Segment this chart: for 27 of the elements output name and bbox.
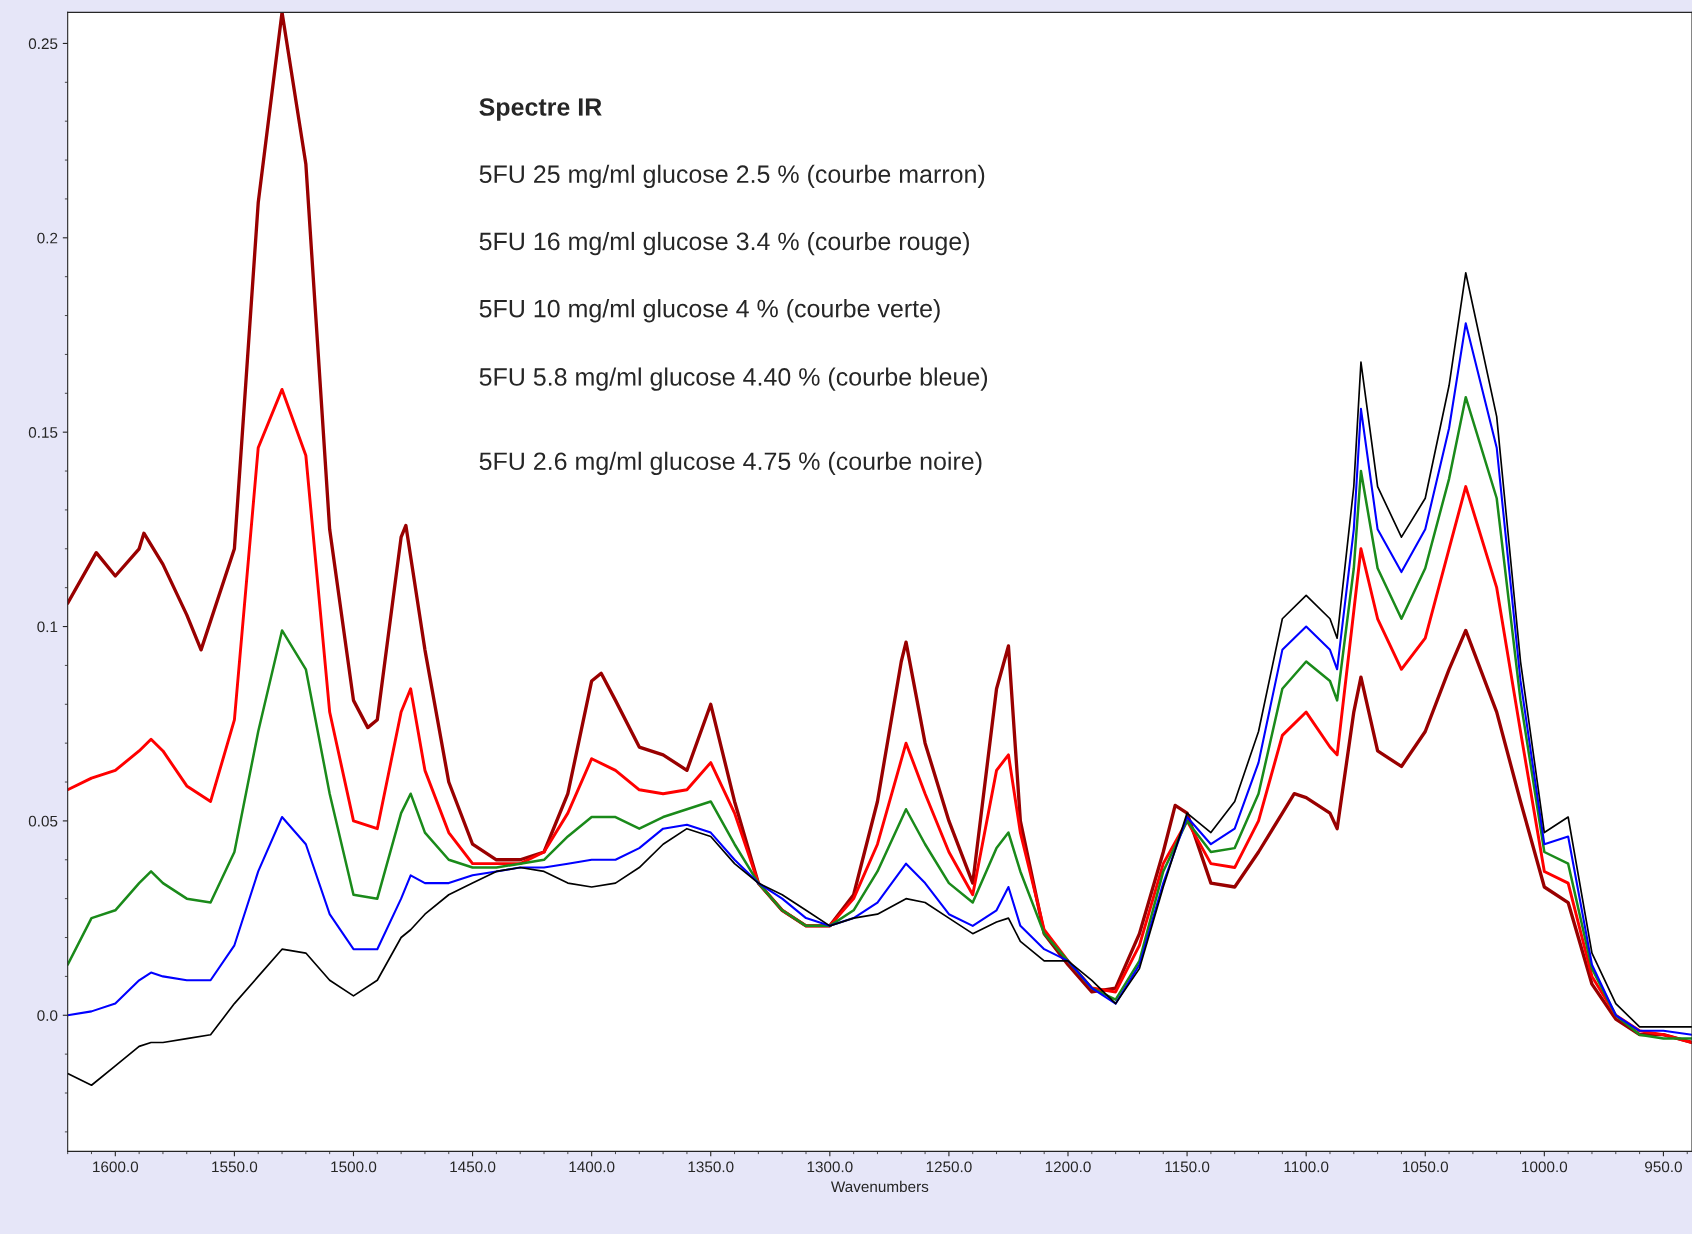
x-tick-label: 1200.0 — [1045, 1161, 1091, 1173]
y-tick-label: 0.05 — [28, 815, 58, 827]
annotation: 5FU 5.8 mg/ml glucose 4.40 % (courbe bleue) — [479, 367, 988, 391]
x-tick-label: 1300.0 — [807, 1161, 853, 1173]
annotation: 5FU 2.6 mg/ml glucose 4.75 % (courbe noire) — [479, 451, 982, 476]
y-tick-label: 0.1 — [37, 621, 58, 633]
x-tick-label: 1100.0 — [1284, 1161, 1329, 1173]
x-tick-label: 1550.0 — [212, 1161, 258, 1173]
x-tick-label: 1500.0 — [331, 1161, 377, 1173]
y-tick-label: 0.0 — [37, 1010, 58, 1021]
x-tick-label: 1150.0 — [1165, 1161, 1210, 1173]
text: Spectre IR — [479, 98, 602, 121]
y-tick-label: 0.25 — [28, 38, 58, 50]
annotation: 5FU 25 mg/ml glucose 2.5 % (courbe marron) — [479, 164, 985, 189]
y-tick-label: 0.2 — [37, 232, 58, 244]
x-tick-label: 1050.0 — [1403, 1161, 1449, 1173]
x-tick-label: 1350.0 — [688, 1161, 734, 1173]
y-tick-label: 0.15 — [28, 427, 58, 438]
x-tick-label: 950.0 — [1645, 1161, 1682, 1173]
x-tick-label: 1000.0 — [1522, 1161, 1568, 1173]
x-axis-title: Wavenumbers — [830, 1180, 929, 1193]
annotation: 5FU 16 mg/ml glucose 3.4 % (courbe rouge) — [479, 231, 969, 256]
x-tick-label: 1400.0 — [569, 1161, 615, 1173]
annotation: 5FU 10 mg/ml glucose 4 % (courbe verte) — [479, 299, 940, 323]
x-tick-label: 1450.0 — [450, 1161, 496, 1173]
x-tick-label: 1600.0 — [93, 1161, 139, 1173]
x-tick-label: 1250.0 — [926, 1161, 972, 1173]
